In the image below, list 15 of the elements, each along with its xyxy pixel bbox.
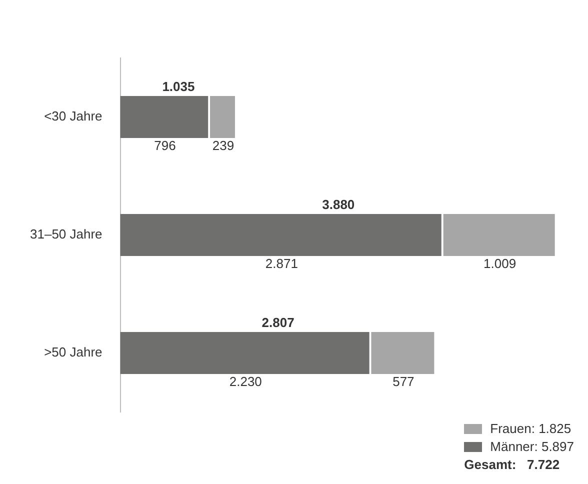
y-tick-label: 31–50 Jahre [30,226,102,242]
data-label: 2.871 [265,256,298,272]
total-label: 3.880 [322,197,355,212]
legend-label: Männer: 5.897 [490,439,574,454]
data-label: 2.230 [229,374,262,390]
data-label: 796 [154,138,176,154]
text: Gesamt: 7.722 [464,457,561,472]
total-label: 2.807 [262,315,294,330]
y-tick-label: >50 Jahre [44,344,102,360]
data-label: 239 [212,138,234,154]
legend-label: Frauen: 1.825 [490,421,572,436]
total-label: 1.035 [162,79,195,94]
data-label: 577 [392,374,414,390]
y-tick-label: <30 Jahre [44,108,102,124]
data-label: 1.009 [484,256,516,272]
